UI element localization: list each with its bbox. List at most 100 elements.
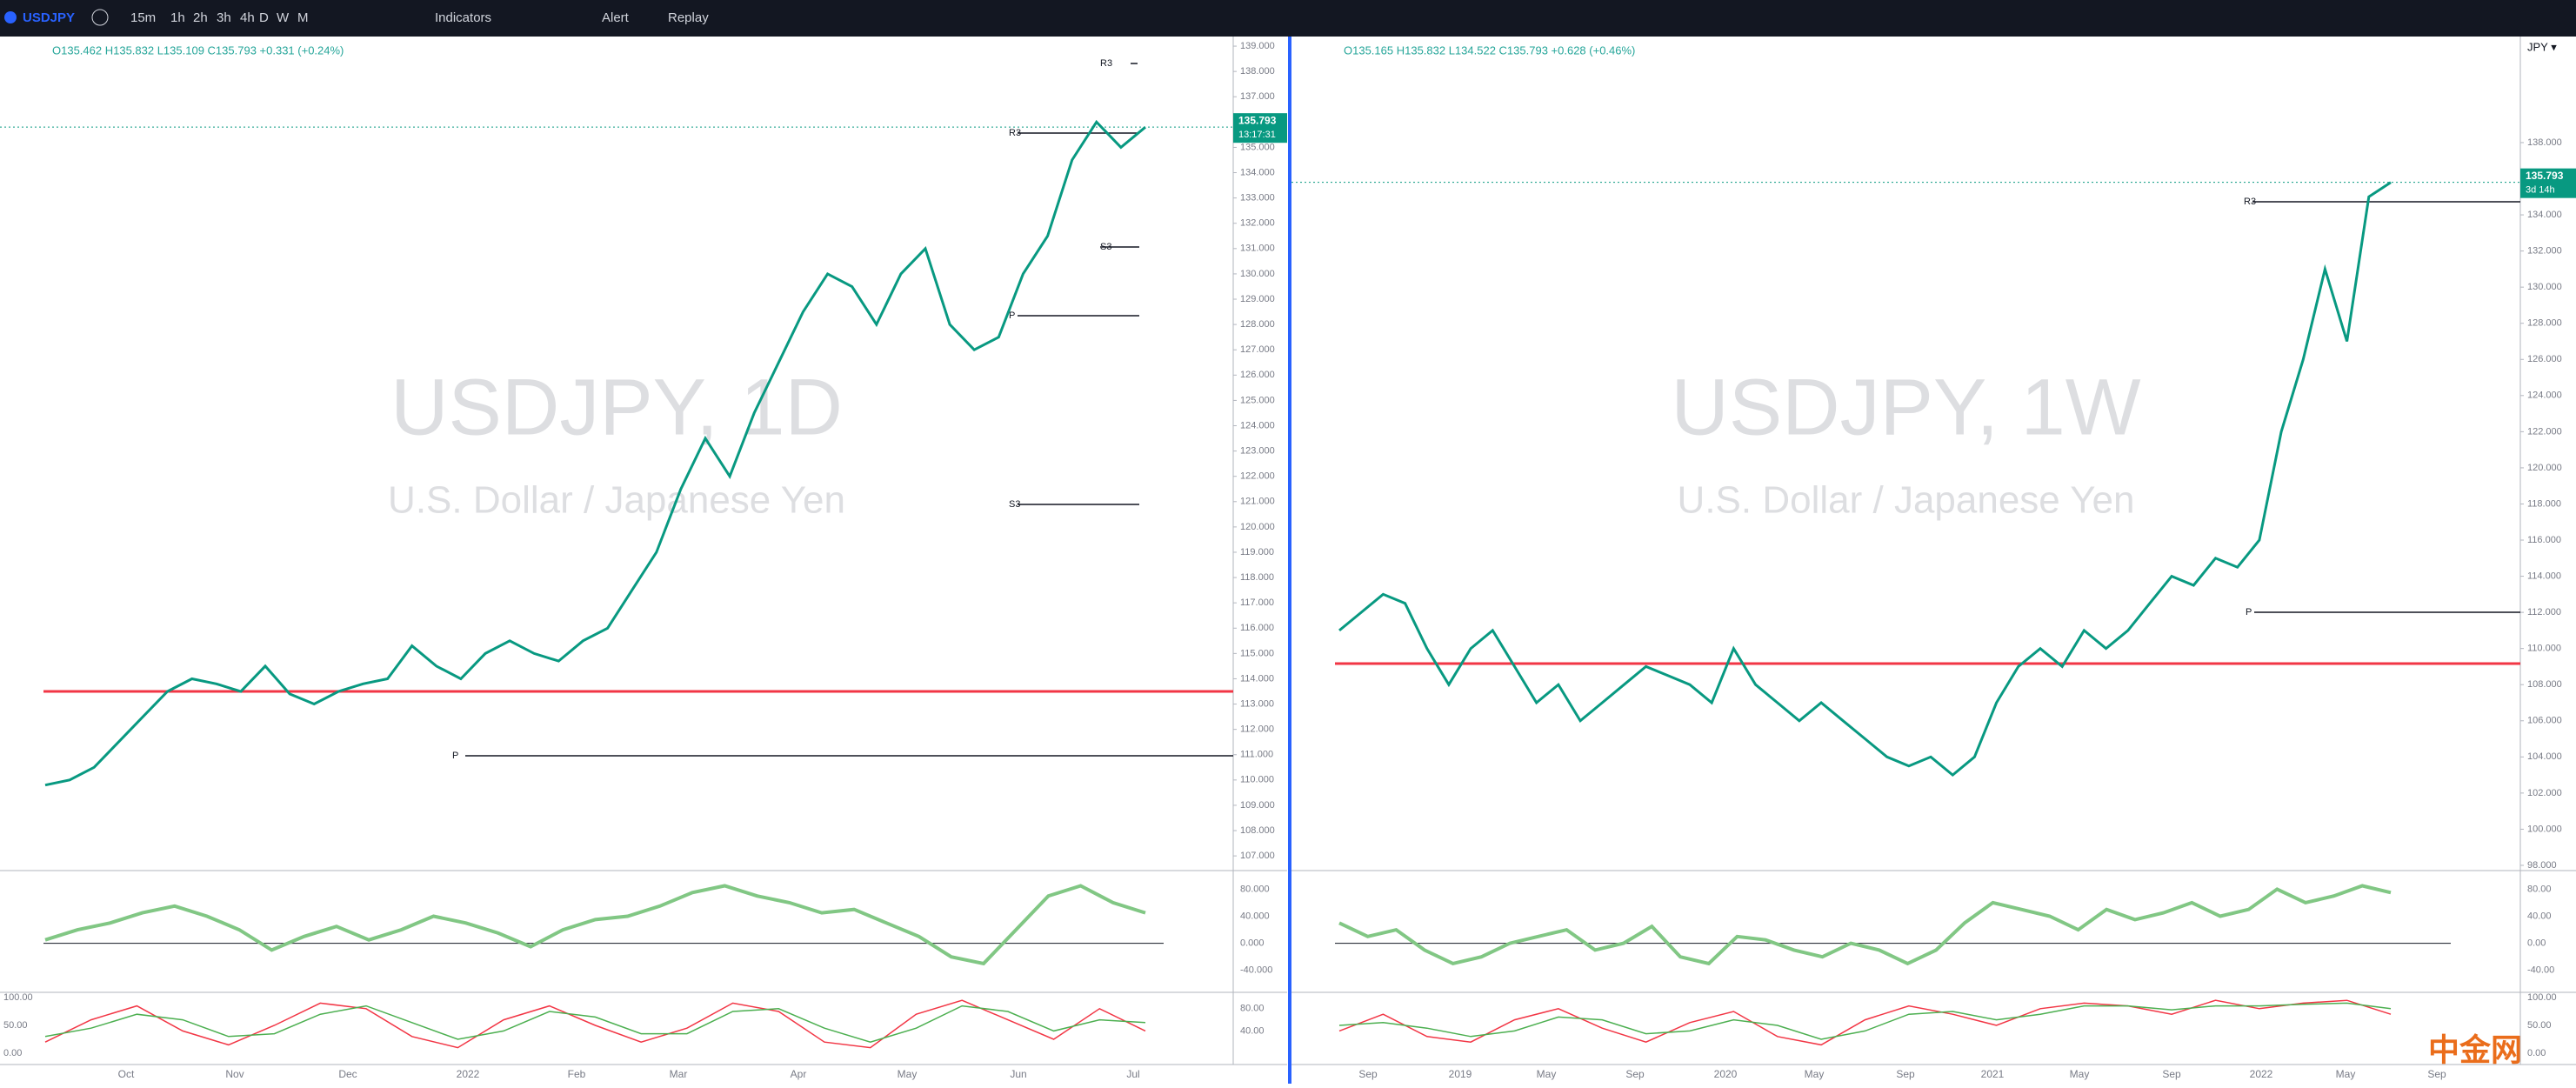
x-tick-label: Mar [670, 1068, 688, 1080]
interval[interactable]: D [259, 10, 269, 25]
price-axis [1233, 37, 1287, 1065]
y-tick-label: 109.000 [1240, 800, 1275, 811]
y-tick-label: 122.000 [2527, 426, 2562, 437]
y-tick-label: 138.000 [1240, 66, 1275, 77]
x-tick-label: 2022 [457, 1068, 480, 1080]
x-tick-label: 2021 [1981, 1068, 2005, 1080]
y-tick-label: 125.000 [1240, 395, 1275, 405]
y-tick-label: 126.000 [1240, 370, 1275, 380]
y-tick-label: 127.000 [1240, 344, 1275, 355]
y-tick-label: 133.000 [1240, 193, 1275, 204]
interval[interactable]: 4h [240, 10, 255, 25]
y-tick-label: 139.000 [1240, 41, 1275, 51]
symbol-icon [4, 11, 17, 23]
y-tick-label: 128.000 [1240, 319, 1275, 330]
stoch-d [44, 1005, 1146, 1043]
y-tick-label: 117.000 [1240, 597, 1274, 608]
pivot-label: R3 [1009, 128, 1021, 138]
y-tick-label: 124.000 [2527, 390, 2562, 401]
y-tick-label: 98.000 [2527, 860, 2557, 871]
y-tick-label: 129.000 [1240, 294, 1275, 304]
interval[interactable]: M [297, 10, 309, 25]
ohlc-header: O135.462 H135.832 L135.109 C135.793 +0.3… [52, 43, 344, 57]
price-line [44, 119, 1146, 787]
rsi-tick-label: 0.00 [2527, 938, 2546, 949]
x-tick-label: May [2336, 1068, 2356, 1080]
y-tick-label: 111.000 [1240, 750, 1273, 760]
x-tick-label: Apr [791, 1068, 807, 1080]
price-tag-countdown: 13:17:31 [1238, 130, 1276, 140]
y-tick-label: 112.000 [1240, 724, 1274, 735]
stoch-tick-label: 40.00 [1240, 1025, 1265, 1036]
price-tag-countdown: 3d 14h [2526, 185, 2555, 196]
x-tick-label: Oct [118, 1068, 135, 1080]
rsi-tick-label: 80.000 [1240, 884, 1270, 894]
stoch-tick-label: 50.00 [2527, 1020, 2552, 1031]
rsi-tick-label: -40.00 [2527, 965, 2554, 976]
y-tick-label: 116.000 [2527, 535, 2561, 545]
stoch-d [1338, 1002, 2392, 1040]
x-tick-label: Sep [2162, 1068, 2181, 1080]
ohlc-header: O135.165 H135.832 L134.522 C135.793 +0.6… [1344, 43, 1635, 57]
pivot-label: R3 [1100, 58, 1112, 69]
y-tick-label: 110.000 [1240, 775, 1274, 785]
pivot-label: P [2246, 607, 2252, 617]
y-tick-label: 115.000 [1240, 648, 1274, 658]
interval[interactable]: 2h [193, 10, 208, 25]
stoch-tick-label: 100.00 [2527, 992, 2557, 1003]
y-tick-label: 134.000 [2527, 210, 2562, 220]
y-tick-label: 118.000 [2527, 498, 2561, 509]
symbol[interactable]: USDJPY [23, 10, 75, 25]
y-tick-label: 135.000 [1240, 142, 1275, 152]
y-tick-label: 121.000 [1240, 497, 1275, 507]
pivot-label: S3 [1009, 499, 1020, 510]
indicators[interactable]: Indicators [435, 10, 491, 25]
rsi-tick-label: 80.00 [2527, 884, 2552, 894]
pivot-label: P [1009, 310, 1015, 321]
interval[interactable]: W [277, 10, 290, 25]
y-tick-label: 122.000 [1240, 471, 1275, 482]
x-tick-label: Dec [338, 1068, 357, 1080]
price-tag [2520, 168, 2576, 198]
y-tick-label: 107.000 [1240, 851, 1275, 861]
toolbar [0, 0, 2576, 37]
currency-label[interactable]: JPY ▾ [2527, 40, 2557, 53]
x-tick-label: May [2070, 1068, 2090, 1080]
rsi-tick-label: 0.000 [1240, 938, 1265, 949]
price-line [1338, 181, 2392, 778]
pivot-label: P [452, 751, 458, 761]
y-tick-label: 108.000 [2527, 679, 2562, 690]
y-tick-label: 131.000 [1240, 244, 1275, 254]
interval[interactable]: 15m [130, 10, 156, 25]
stoch-k [44, 999, 1146, 1049]
x-tick-label: 2019 [1449, 1068, 1472, 1080]
alert[interactable]: Alert [602, 10, 630, 25]
price-tag [1233, 113, 1287, 144]
replay[interactable]: Replay [668, 10, 709, 25]
y-tick-label: 100.000 [2527, 824, 2562, 834]
x-tick-label: Feb [568, 1068, 586, 1080]
rsi-tick-label: -40.000 [1240, 965, 1272, 976]
watermark: USDJPY, 1W [1671, 363, 2140, 451]
y-tick-label: 130.000 [2527, 282, 2562, 292]
y-tick-label: 110.000 [2527, 644, 2561, 654]
y-tick-label: 128.000 [2527, 318, 2562, 329]
x-tick-label: Sep [1625, 1068, 1645, 1080]
x-tick-label: May [898, 1068, 918, 1080]
add-symbol[interactable] [91, 9, 109, 26]
interval[interactable]: 1h [170, 10, 185, 25]
y-tick-label: 123.000 [1240, 445, 1275, 456]
y-tick-label: 132.000 [2527, 246, 2562, 257]
y-tick-label: 114.000 [1240, 673, 1274, 684]
interval[interactable]: 3h [217, 10, 231, 25]
stoch-tick-label: 0.00 [2527, 1048, 2546, 1058]
y-tick-label: 134.000 [1240, 167, 1275, 177]
y-tick-label: 119.000 [1240, 547, 1274, 557]
x-tick-label: Sep [1896, 1068, 1915, 1080]
y-tick-label: 113.000 [1240, 698, 1274, 709]
rsi-tick-label: 40.00 [2527, 911, 2552, 921]
y-tick-label: 124.000 [1240, 420, 1275, 431]
y-tick-label: 104.000 [2527, 751, 2562, 762]
x-tick-label: Nov [225, 1068, 244, 1080]
stoch-tick-label: 80.00 [1240, 1004, 1265, 1014]
